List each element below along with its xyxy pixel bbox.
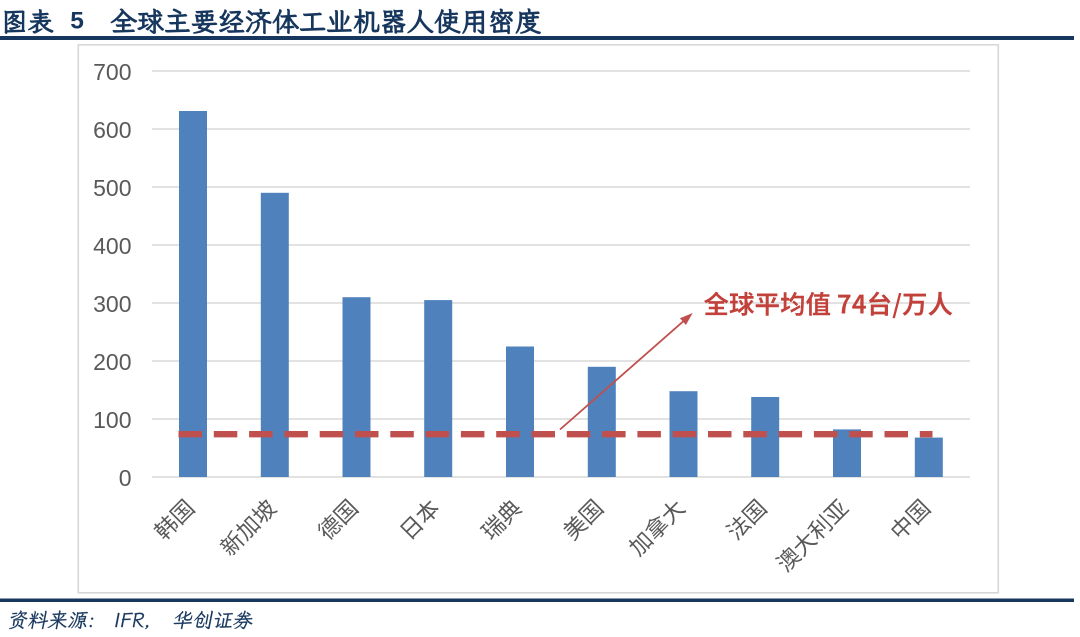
svg-text:400: 400	[93, 233, 131, 259]
svg-text:600: 600	[93, 117, 131, 143]
svg-text:100: 100	[93, 407, 131, 433]
svg-text:300: 300	[93, 291, 131, 317]
svg-text:0: 0	[119, 465, 132, 491]
svg-text:500: 500	[93, 175, 131, 201]
svg-text:200: 200	[93, 349, 131, 375]
svg-text:700: 700	[93, 59, 131, 85]
svg-text:5: 5	[70, 8, 84, 35]
